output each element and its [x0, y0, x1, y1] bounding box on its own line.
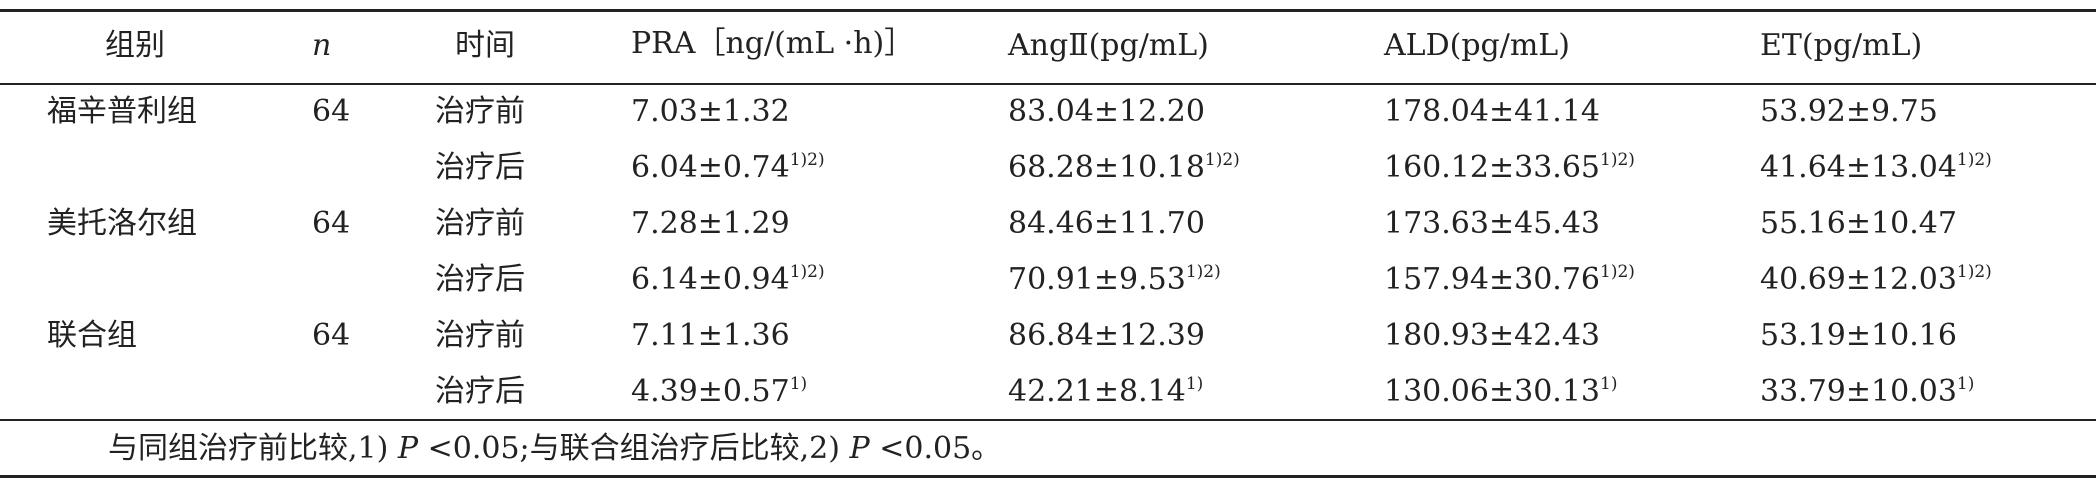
table-cell: 7.11±1.36	[631, 318, 790, 353]
cell-superscript: 1)	[1600, 374, 1618, 394]
table-cell: 美托洛尔组	[47, 206, 197, 241]
header-rule	[0, 83, 2096, 85]
table-cell: 4.39±0.571)	[631, 372, 807, 412]
table-cell: 180.93±42.43	[1384, 318, 1600, 353]
cell-value: 42.21±8.14	[1008, 374, 1186, 409]
table-cell: 86.84±12.39	[1008, 318, 1205, 353]
cell-superscript: 1)2)	[1956, 150, 1992, 170]
bottom-rule	[0, 475, 2096, 478]
table-cell: 治疗后	[435, 262, 525, 297]
table-cell: 64	[312, 94, 351, 129]
cell-superscript: 1)2)	[1185, 262, 1221, 282]
table-cell: 53.19±10.16	[1760, 318, 1957, 353]
footnote-part: <0.05。	[869, 431, 1002, 466]
header-cell: PRA［ng/(mL ·h)］	[631, 26, 915, 61]
footnote-part: 与同组治疗前比较,1)	[108, 431, 398, 466]
header-cell: ET(pg/mL)	[1760, 28, 1923, 63]
cell-value: 41.64±13.04	[1760, 150, 1957, 185]
cell-superscript: 1)2)	[789, 150, 825, 170]
table-cell: 64	[312, 318, 351, 353]
table-cell: 84.46±11.70	[1008, 206, 1205, 241]
footnote-part: P	[849, 431, 870, 466]
cell-superscript: 1)	[789, 374, 808, 394]
table-cell: 173.63±45.43	[1384, 206, 1600, 241]
table-cell: 42.21±8.141)	[1008, 372, 1203, 412]
cell-value: 33.79±10.03	[1760, 374, 1957, 409]
cell-value: 160.12±33.65	[1384, 150, 1600, 185]
table-cell: 治疗前	[435, 94, 525, 129]
cell-superscript: 1)2)	[1600, 262, 1635, 282]
header-cell: 组别	[105, 28, 165, 63]
table-cell: 160.12±33.651)2)	[1384, 148, 1635, 188]
footnote-part: P	[397, 431, 419, 466]
table-cell: 70.91±9.531)2)	[1008, 260, 1221, 300]
table-cell: 联合组	[47, 318, 137, 353]
header-cell: AngⅡ(pg/mL)	[1008, 28, 1209, 63]
table-cell: 治疗后	[435, 150, 525, 185]
footnote-rule	[0, 419, 2096, 421]
cell-value: 68.28±10.18	[1008, 150, 1205, 185]
footnote: 与同组治疗前比较,1) P <0.05;与联合组治疗后比较,2) P <0.05…	[108, 429, 1001, 469]
cell-value: 40.69±12.03	[1760, 262, 1957, 297]
cell-value: 157.94±30.76	[1384, 262, 1600, 297]
cell-superscript: 1)	[1956, 374, 1975, 394]
table-cell: 130.06±30.131)	[1384, 372, 1617, 412]
table-cell: 6.04±0.741)2)	[631, 148, 825, 188]
table-cell: 33.79±10.031)	[1760, 372, 1974, 412]
cell-value: 70.91±9.53	[1008, 262, 1186, 297]
cell-superscript: 1)2)	[1600, 150, 1635, 170]
table-cell: 178.04±41.14	[1384, 94, 1600, 129]
table-cell: 治疗前	[435, 206, 525, 241]
header-cell: ALD(pg/mL)	[1384, 28, 1570, 63]
table-cell: 治疗前	[435, 318, 525, 353]
cell-value: 6.04±0.74	[631, 150, 790, 185]
header-cell: 时间	[455, 28, 515, 63]
table-cell: 157.94±30.761)2)	[1384, 260, 1635, 300]
table-cell: 53.92±9.75	[1760, 94, 1938, 129]
cell-superscript: 1)2)	[789, 262, 825, 282]
table-cell: 治疗后	[435, 374, 525, 409]
table-cell: 40.69±12.031)2)	[1760, 260, 1992, 300]
cell-superscript: 1)2)	[1204, 150, 1240, 170]
table-cell: 7.03±1.32	[631, 94, 790, 129]
cell-value: 4.39±0.57	[631, 374, 790, 409]
table-cell: 7.28±1.29	[631, 206, 790, 241]
cell-value: 130.06±30.13	[1384, 374, 1600, 409]
cell-value: 6.14±0.94	[631, 262, 790, 297]
table-cell: 6.14±0.941)2)	[631, 260, 825, 300]
table-cell: 41.64±13.041)2)	[1760, 148, 1992, 188]
footnote-part: <0.05;与联合组治疗后比较,2)	[418, 431, 850, 466]
table-cell: 83.04±12.20	[1008, 94, 1205, 129]
cell-superscript: 1)2)	[1956, 262, 1992, 282]
cell-superscript: 1)	[1185, 374, 1204, 394]
top-rule	[0, 9, 2096, 12]
table-cell: 福辛普利组	[47, 94, 197, 129]
header-cell: n	[312, 28, 332, 63]
table-cell: 64	[312, 206, 351, 241]
table-cell: 68.28±10.181)2)	[1008, 148, 1240, 188]
table-cell: 55.16±10.47	[1760, 206, 1957, 241]
